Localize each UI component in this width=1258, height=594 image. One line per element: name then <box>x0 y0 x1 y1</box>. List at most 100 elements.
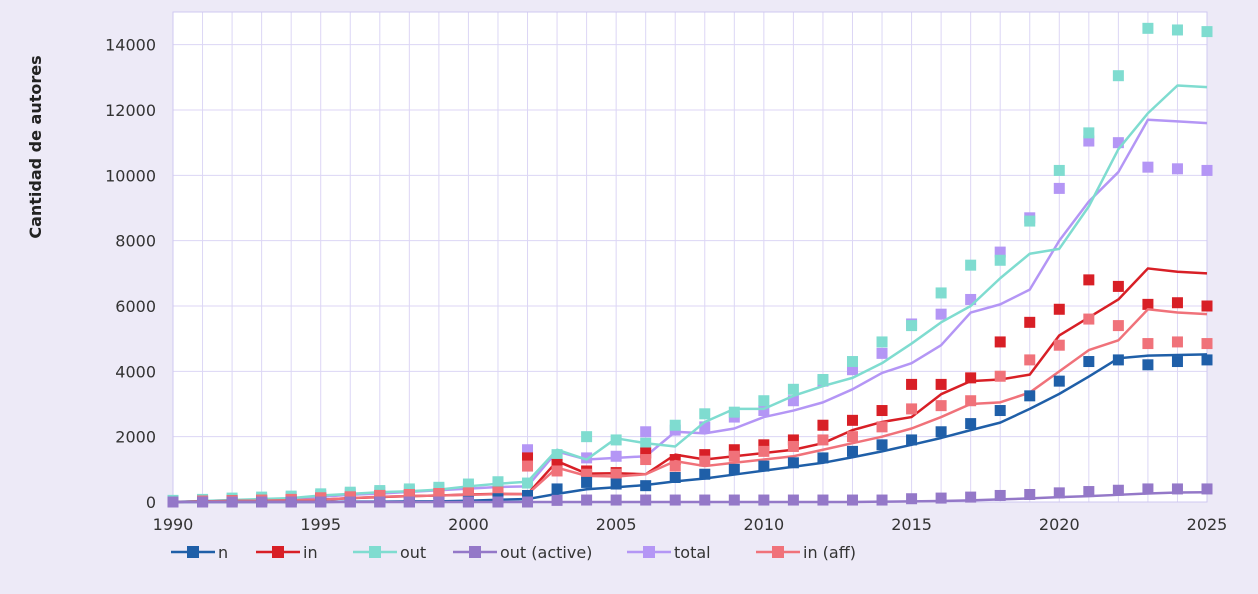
data-point <box>640 447 652 459</box>
data-point <box>403 488 415 500</box>
x-tick-label: 2015 <box>891 515 932 534</box>
y-tick-label: 6000 <box>115 297 156 316</box>
data-point <box>817 434 829 446</box>
data-point <box>965 293 977 305</box>
data-point <box>846 494 858 506</box>
data-point <box>817 419 829 431</box>
data-point <box>935 400 947 412</box>
data-point <box>1171 163 1183 175</box>
data-point <box>728 463 740 475</box>
data-point <box>994 489 1006 501</box>
data-point <box>551 483 563 495</box>
data-point <box>669 494 681 506</box>
x-tick-label: 2005 <box>596 515 637 534</box>
data-point <box>1201 164 1213 176</box>
legend-swatch-marker <box>369 546 381 558</box>
data-point <box>285 496 297 508</box>
data-point <box>1053 487 1065 499</box>
y-tick-label: 14000 <box>105 36 156 55</box>
data-point <box>1053 182 1065 194</box>
data-point <box>433 496 445 508</box>
data-point <box>226 496 238 508</box>
data-point <box>758 439 770 451</box>
x-axis-ticks: 1990 1995 2000 2005 2010 2015 2020 2025 <box>153 515 1228 534</box>
data-point <box>876 439 888 451</box>
data-point <box>935 378 947 390</box>
data-point <box>374 496 386 508</box>
data-point <box>994 370 1006 382</box>
data-point <box>640 494 652 506</box>
y-tick-label: 10000 <box>105 166 156 185</box>
data-point <box>581 476 593 488</box>
data-point <box>846 356 858 368</box>
data-point <box>1083 486 1095 498</box>
legend-item: in <box>256 543 318 562</box>
data-point <box>965 418 977 430</box>
x-tick-label: 2000 <box>448 515 489 534</box>
legend-item: n <box>171 543 228 562</box>
data-point <box>610 494 622 506</box>
data-point <box>758 494 770 506</box>
data-point <box>935 287 947 299</box>
legend-item: out (active) <box>453 543 592 562</box>
data-point <box>728 444 740 456</box>
data-point <box>1112 484 1124 496</box>
data-point <box>965 395 977 407</box>
data-point <box>256 496 268 508</box>
data-point <box>846 445 858 457</box>
y-axis-label: Cantidad de autores <box>26 55 45 238</box>
data-point <box>1171 483 1183 495</box>
data-point <box>1201 26 1213 38</box>
data-point <box>758 405 770 417</box>
data-point <box>935 492 947 504</box>
data-point <box>522 477 534 489</box>
data-point <box>433 481 445 493</box>
data-point <box>1142 338 1154 350</box>
data-point <box>581 452 593 464</box>
legend-label: out (active) <box>500 543 592 562</box>
x-tick-label: 2025 <box>1187 515 1228 534</box>
data-point <box>817 452 829 464</box>
data-point <box>1171 356 1183 368</box>
data-point <box>462 478 474 490</box>
data-point <box>965 372 977 384</box>
x-tick-label: 1990 <box>153 515 194 534</box>
data-point <box>492 486 504 498</box>
data-point <box>846 364 858 376</box>
data-point <box>846 431 858 443</box>
data-point <box>965 259 977 271</box>
data-point <box>1201 483 1213 495</box>
data-point <box>994 405 1006 417</box>
data-point <box>1053 164 1065 176</box>
data-point <box>1112 70 1124 82</box>
data-point <box>1201 300 1213 312</box>
data-point <box>1112 280 1124 292</box>
data-point <box>906 403 918 415</box>
data-point <box>522 460 534 472</box>
legend-label: in <box>303 543 318 562</box>
data-point <box>758 445 770 457</box>
legend-swatch-marker <box>187 546 199 558</box>
data-point <box>197 496 209 508</box>
legend-item: out <box>353 543 426 562</box>
y-tick-label: 4000 <box>115 362 156 381</box>
data-point <box>551 458 563 470</box>
data-point <box>876 421 888 433</box>
data-point <box>522 489 534 501</box>
data-point <box>1142 359 1154 371</box>
legend-swatch-marker <box>772 546 784 558</box>
data-point <box>551 494 563 506</box>
legend-swatch-marker <box>272 546 284 558</box>
data-point <box>462 487 474 499</box>
data-point <box>1112 137 1124 149</box>
data-point <box>640 480 652 492</box>
data-point <box>1053 339 1065 351</box>
data-point <box>1083 127 1095 139</box>
data-point <box>1024 215 1036 227</box>
data-point <box>699 408 711 420</box>
data-point <box>787 494 799 506</box>
data-point <box>1201 338 1213 350</box>
series-out-active- <box>167 483 1213 508</box>
legend-label: total <box>674 543 711 562</box>
legend-swatch-marker <box>643 546 655 558</box>
